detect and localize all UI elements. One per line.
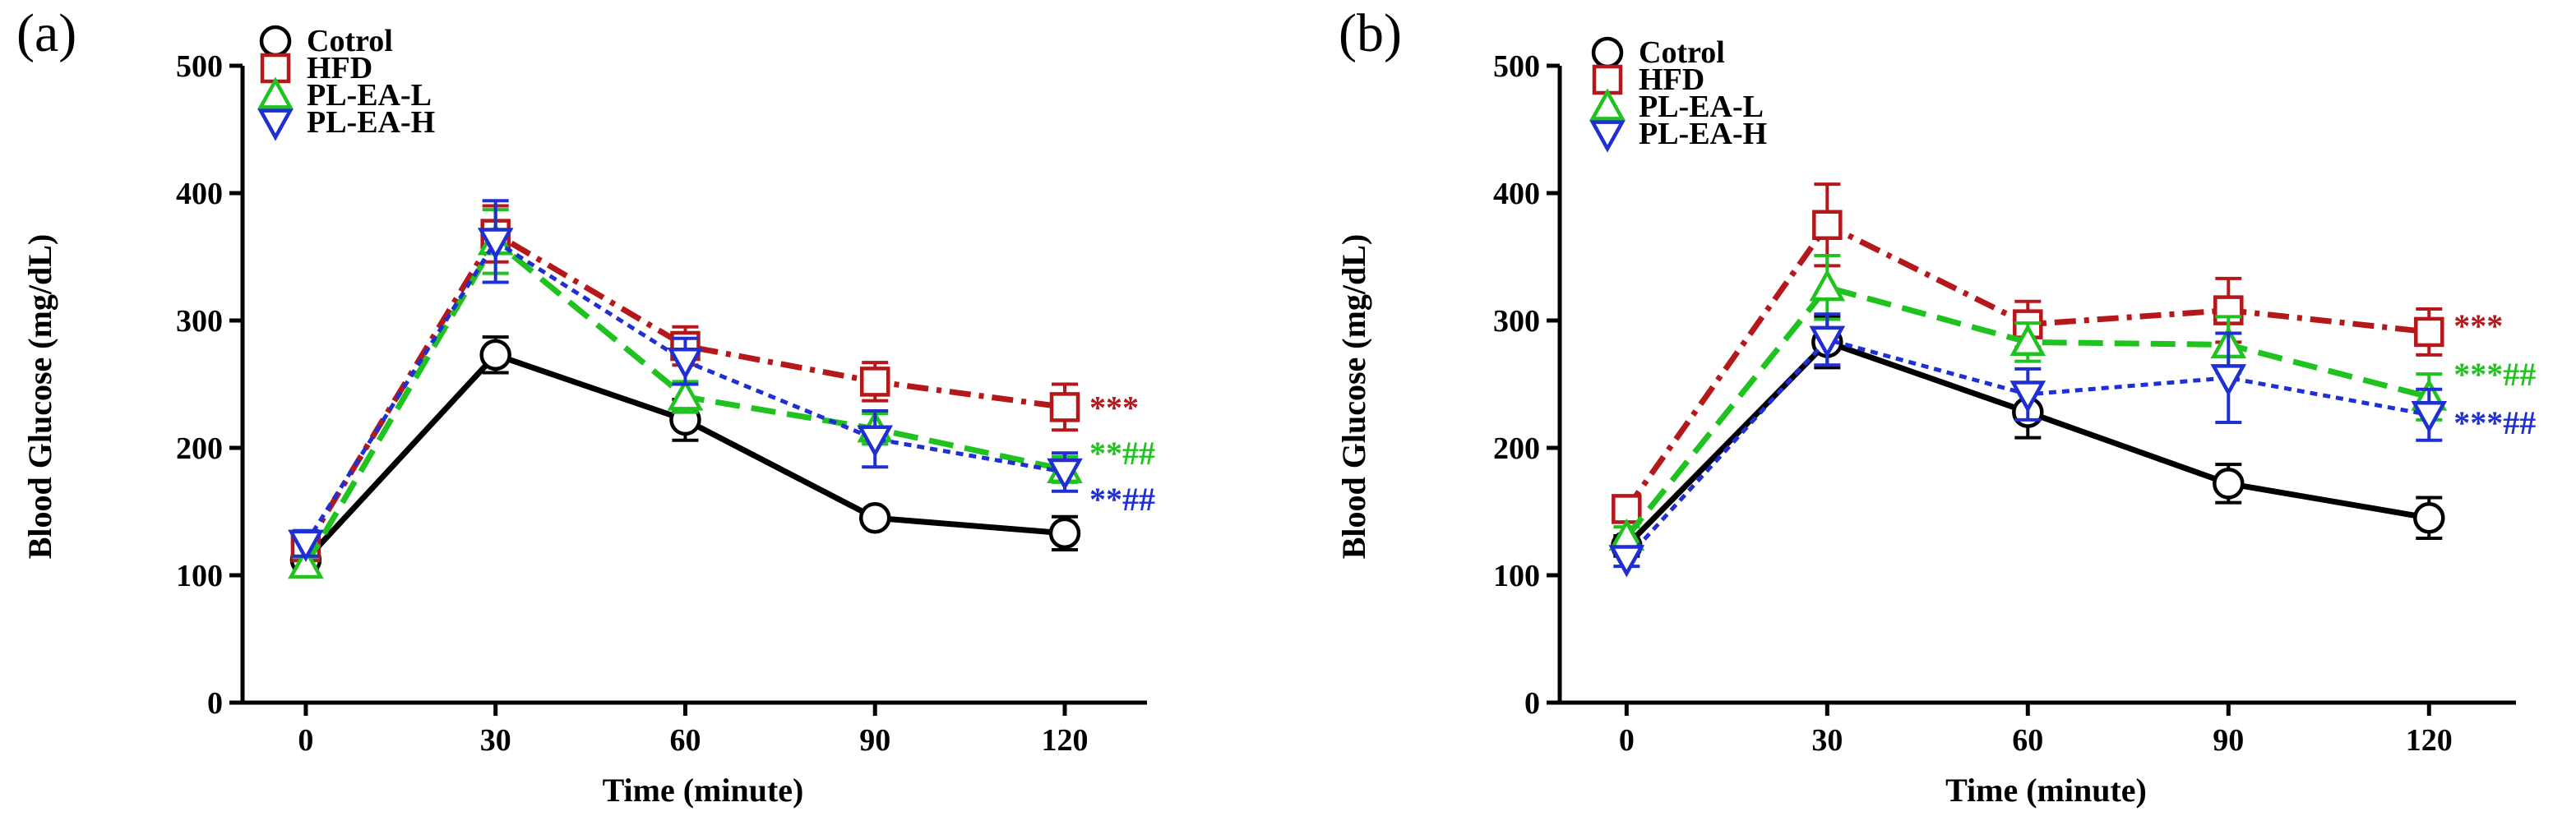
- data-point: [667, 347, 704, 380]
- data-point: [1047, 458, 1083, 491]
- data-point: [477, 228, 514, 261]
- significance-part: ***: [2453, 404, 2503, 441]
- data-point: [859, 367, 890, 397]
- x-axis-title: Time (minute): [1945, 772, 2147, 809]
- y-tick-label: 100: [176, 559, 223, 593]
- significance-part: ##: [1122, 481, 1155, 518]
- legend-label: PL-EA-H: [1639, 117, 1767, 151]
- legend-marker: [1589, 88, 1626, 121]
- data-point: [858, 502, 891, 534]
- y-tick-label: 100: [1493, 559, 1540, 593]
- significance-label: ***##: [2453, 404, 2536, 441]
- x-tick-label: 30: [480, 723, 511, 758]
- data-point: [2414, 316, 2444, 348]
- data-point: [1049, 392, 1080, 422]
- legend-marker: [259, 25, 292, 58]
- x-axis-title: Time (minute): [603, 772, 804, 809]
- y-tick-label: 300: [176, 304, 223, 339]
- series-pl-ea-h: [288, 199, 1083, 562]
- legend-label: PL-EA-L: [1639, 90, 1764, 124]
- significance-part: ##: [2503, 404, 2536, 441]
- data-point: [288, 529, 324, 562]
- data-point: [2210, 364, 2247, 397]
- legend-label: HFD: [1639, 62, 1704, 97]
- y-tick-label: 400: [1493, 177, 1540, 211]
- data-point: [1812, 210, 1843, 240]
- legend-marker: [1589, 120, 1626, 153]
- x-tick-label: 90: [859, 723, 890, 758]
- data-point: [2009, 323, 2046, 356]
- x-tick-label: 0: [1619, 723, 1635, 758]
- legend-marker: [1591, 36, 1624, 69]
- y-axis-title: Blood Glucose (mg/dL): [1335, 234, 1372, 560]
- panel-label: (b): [1339, 3, 1402, 63]
- data-point: [2411, 401, 2448, 434]
- data-point: [2009, 380, 2046, 413]
- series-pl-ea-h: [1608, 312, 2448, 578]
- panel-b: (b) 0 100 200 300 400 500 0 30 60 90 120 Time (minut…: [1335, 3, 2536, 809]
- legend-label: Cotrol: [307, 24, 393, 58]
- data-point: [1809, 325, 1846, 358]
- data-point: [288, 546, 324, 579]
- y-tick-label: 0: [1524, 686, 1540, 721]
- significance-part: ***: [2453, 307, 2503, 344]
- significance-label: ***: [1089, 389, 1139, 426]
- data-point: [2213, 468, 2245, 500]
- data-point: [479, 339, 511, 371]
- significance-part: **: [1089, 435, 1122, 472]
- legend-label: PL-EA-L: [307, 78, 432, 113]
- x-tick-label: 30: [1811, 723, 1843, 758]
- significance-part: **: [1089, 481, 1122, 518]
- y-tick-label: 200: [176, 431, 223, 466]
- legend-marker: [257, 108, 294, 141]
- data-point: [857, 425, 894, 458]
- significance-part: ##: [2503, 356, 2536, 393]
- y-tick-label: 200: [1493, 431, 1540, 466]
- legend-label: PL-EA-H: [307, 105, 435, 140]
- data-point: [2413, 502, 2445, 534]
- panel-a: (a) 0 100 200 300 400 500 0 30 60 90 120 Time (minut…: [16, 3, 1155, 809]
- x-tick-label: 120: [2406, 723, 2453, 758]
- data-point: [1608, 545, 1645, 578]
- y-tick-label: 500: [1493, 49, 1540, 84]
- y-tick-label: 0: [207, 686, 223, 721]
- legend-label: Cotrol: [1639, 35, 1725, 70]
- legend-marker: [257, 76, 294, 109]
- x-tick-label: 120: [1042, 723, 1089, 758]
- x-tick-label: 90: [2213, 723, 2244, 758]
- y-tick-label: 500: [176, 49, 223, 84]
- y-axis-title: Blood Glucose (mg/dL): [21, 234, 58, 560]
- significance-label: ***##: [2453, 356, 2536, 393]
- x-tick-label: 60: [669, 723, 701, 758]
- panel-label: (a): [16, 3, 76, 63]
- x-tick-label: 0: [298, 723, 313, 758]
- y-tick-label: 400: [176, 177, 223, 211]
- data-point: [667, 378, 704, 411]
- significance-label: **##: [1089, 435, 1155, 472]
- significance-part: ##: [1122, 435, 1155, 472]
- significance-label: ***: [2453, 307, 2503, 344]
- data-point: [1612, 494, 1642, 524]
- significance-part: ***: [1089, 389, 1139, 426]
- x-tick-label: 60: [2012, 723, 2043, 758]
- significance-label: **##: [1089, 481, 1155, 518]
- data-point: [1048, 517, 1081, 550]
- data-point: [1809, 269, 1846, 302]
- y-tick-label: 300: [1493, 304, 1540, 339]
- legend-label: HFD: [307, 51, 372, 85]
- significance-part: ***: [2453, 356, 2503, 393]
